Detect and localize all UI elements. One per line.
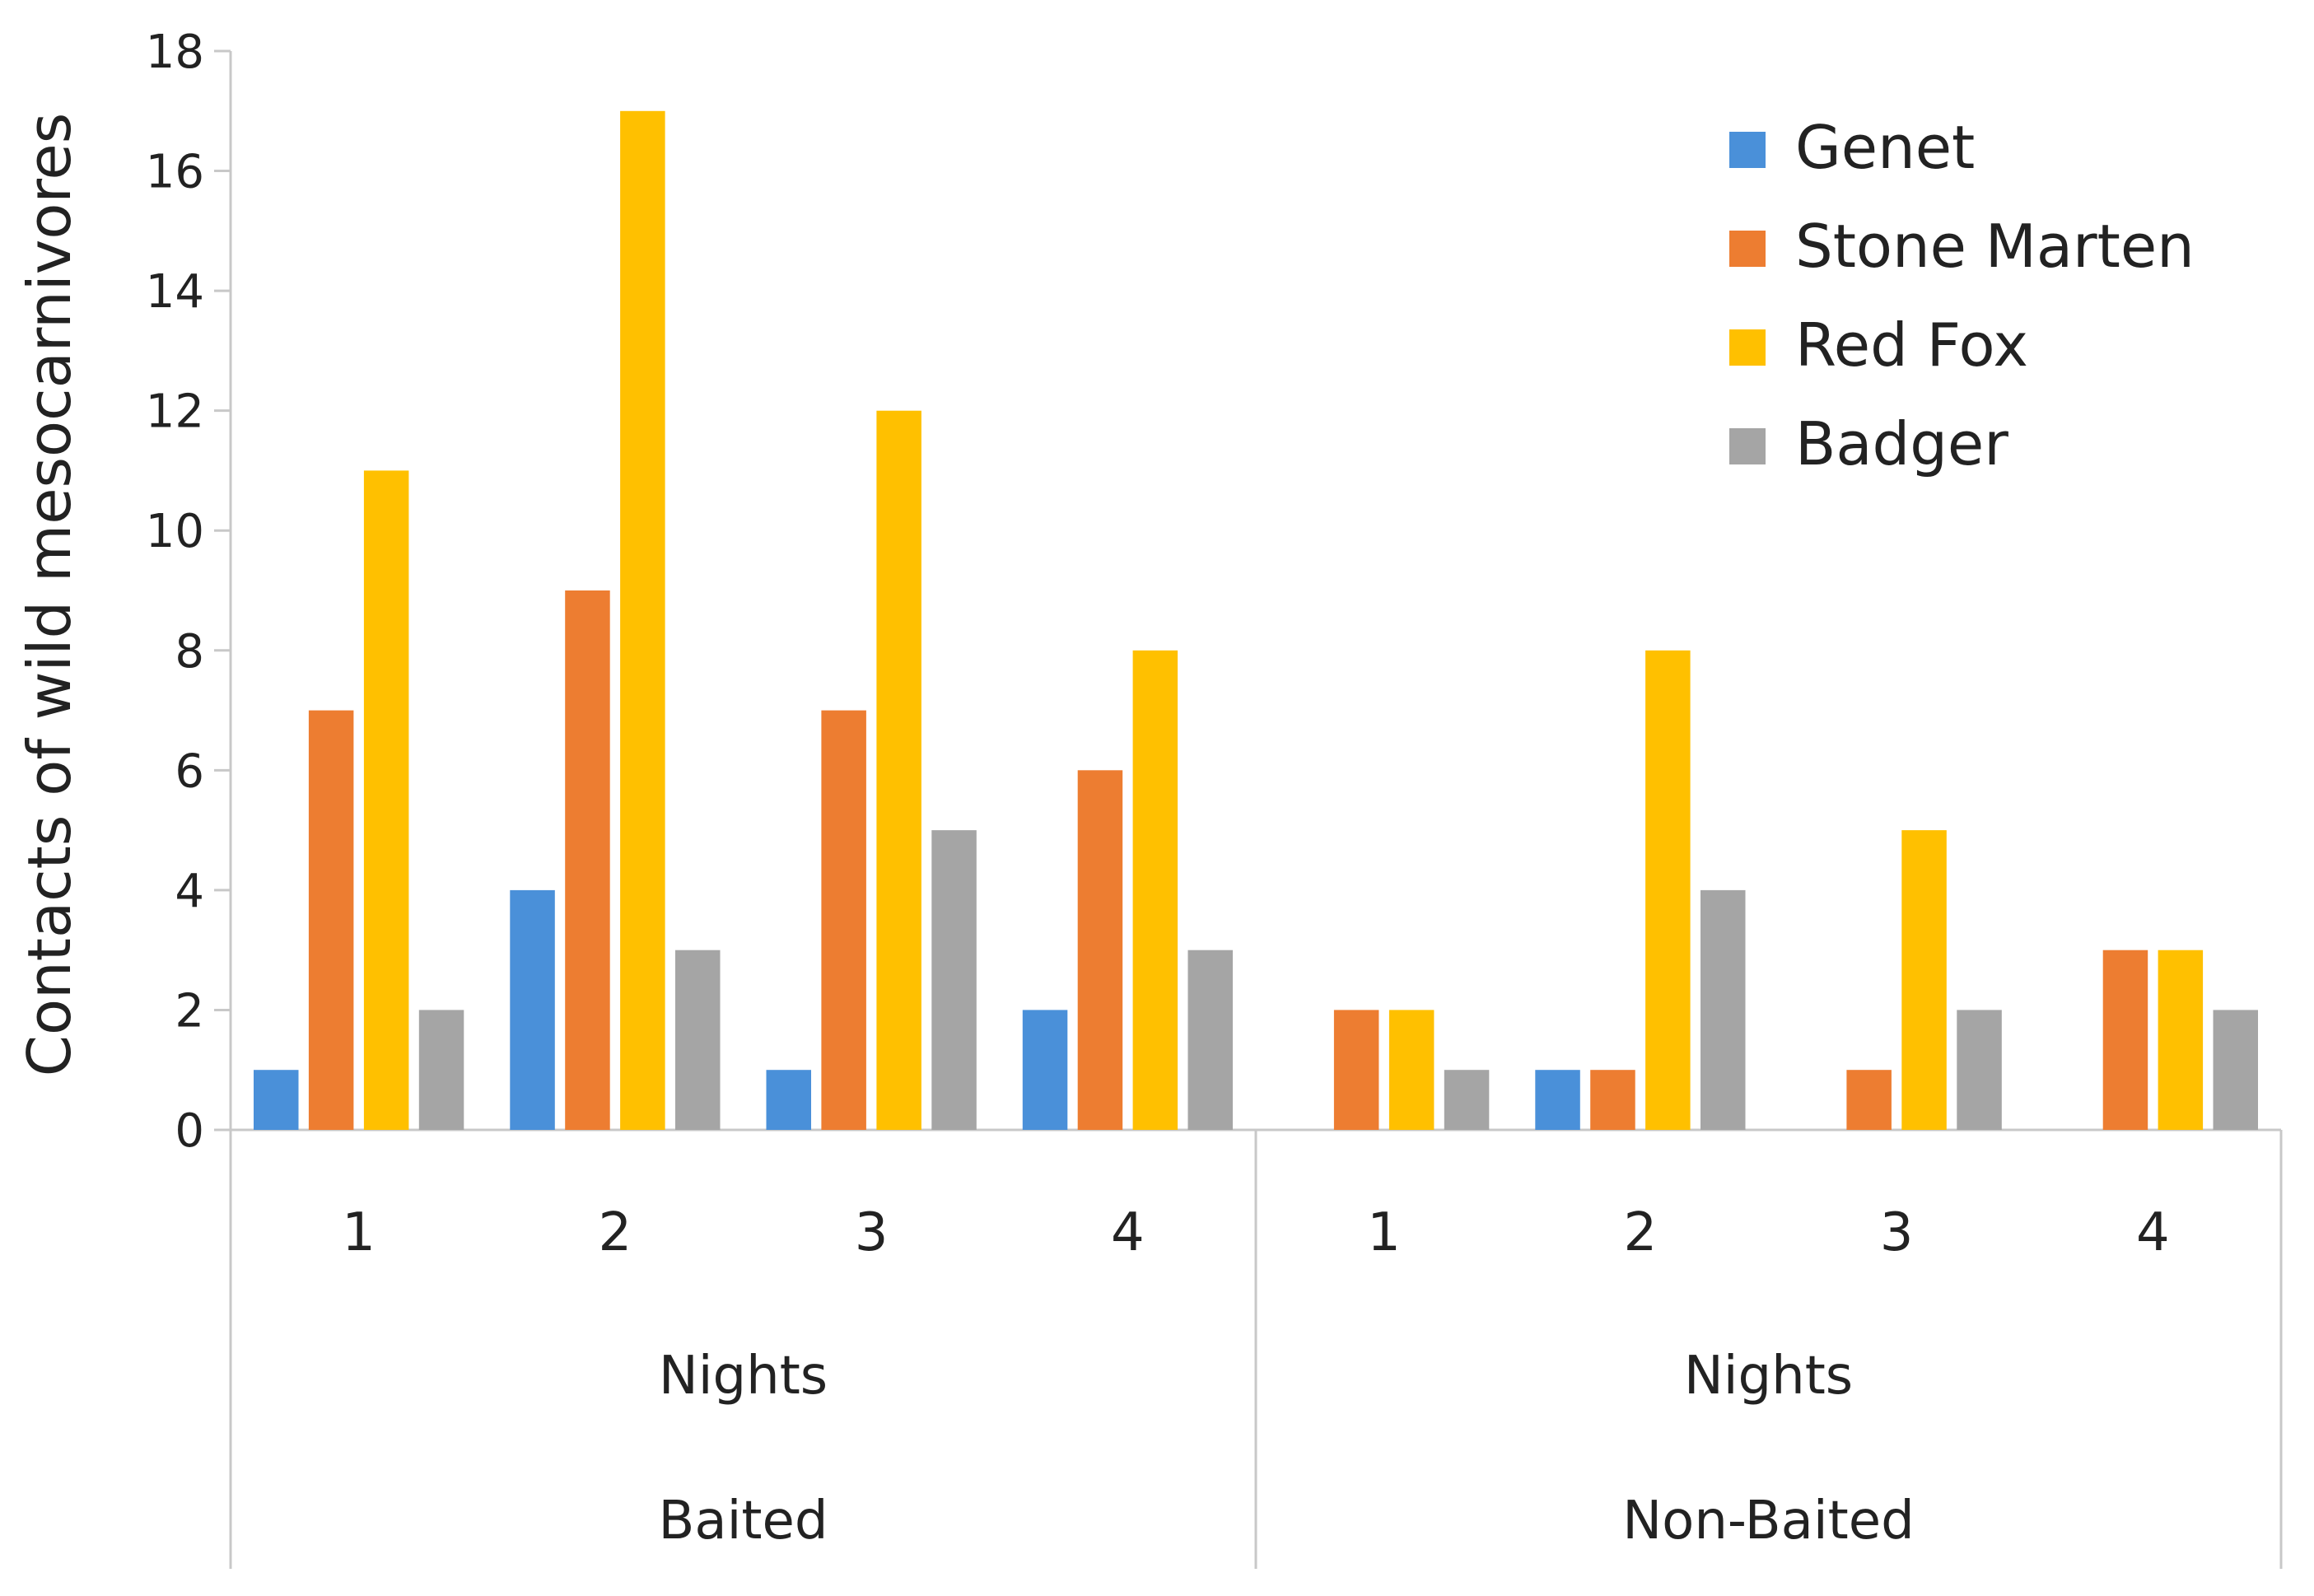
x-category-label: 1 <box>342 1202 376 1263</box>
bar-stone-marten <box>565 590 610 1130</box>
bar-red-fox <box>1901 830 1947 1130</box>
bar-badger <box>675 950 721 1130</box>
bar-stone-marten <box>1846 1070 1892 1130</box>
x-category-label: 4 <box>1111 1202 1145 1263</box>
y-tick-label: 14 <box>146 265 204 319</box>
bar-genet <box>510 889 555 1130</box>
bar-genet <box>1022 1010 1068 1130</box>
bar-stone-marten <box>1077 770 1123 1130</box>
legend-swatch <box>1729 329 1766 366</box>
x-sublabel-nights: Nights <box>659 1346 828 1407</box>
bar-stone-marten <box>2102 950 2148 1130</box>
bar-red-fox <box>876 410 921 1130</box>
y-tick-label: 16 <box>146 146 204 199</box>
bar-badger <box>1187 950 1233 1130</box>
bar-stone-marten <box>308 710 354 1130</box>
y-tick-label: 2 <box>175 984 204 1038</box>
x-category-label: 4 <box>2136 1202 2170 1263</box>
x-category-label: 2 <box>1624 1202 1658 1263</box>
x-category-label: 3 <box>1880 1202 1914 1263</box>
x-category-label: 3 <box>855 1202 889 1263</box>
bar-red-fox <box>620 110 665 1130</box>
x-group-label: Non-Baited <box>1622 1491 1914 1552</box>
y-tick-label: 10 <box>146 505 204 558</box>
bar-stone-marten <box>821 710 866 1130</box>
x-sublabel-nights: Nights <box>1684 1346 1853 1407</box>
bar-red-fox <box>1645 650 1691 1130</box>
legend-swatch <box>1729 231 1766 267</box>
bar-badger <box>418 1010 464 1130</box>
bar-red-fox <box>363 470 409 1130</box>
x-labels-layer: 1 2 3 4 Nights Baited 1 2 3 4 Nights Non-Baited <box>342 1202 2169 1552</box>
bar-badger <box>1444 1070 1490 1130</box>
legend-label: Badger <box>1795 409 2008 478</box>
bar-badger <box>931 830 977 1130</box>
bar-red-fox <box>2158 950 2204 1130</box>
bar-red-fox <box>1388 1010 1435 1130</box>
legend-swatch <box>1729 132 1766 168</box>
bar-badger <box>1957 1010 2002 1130</box>
legend-label: Genet <box>1795 113 1975 182</box>
bar-stone-marten <box>1333 1010 1379 1130</box>
bar-badger <box>1701 889 1746 1130</box>
y-tick-label: 4 <box>175 865 204 918</box>
y-tick-label: 6 <box>175 744 204 798</box>
y-tick-label: 0 <box>175 1104 204 1158</box>
bar-genet <box>1535 1070 1580 1130</box>
bar-badger <box>2213 1010 2258 1130</box>
bars-layer <box>254 110 2258 1130</box>
y-tick-label: 12 <box>146 385 204 439</box>
legend: Genet Stone Marten Red Fox Badger <box>1729 113 2195 478</box>
legend-label: Red Fox <box>1795 310 2028 380</box>
bar-genet <box>254 1070 299 1130</box>
y-tick-label: 8 <box>175 625 204 679</box>
bar-genet <box>766 1070 811 1130</box>
x-category-label: 2 <box>599 1202 632 1263</box>
x-category-label: 1 <box>1367 1202 1401 1263</box>
x-group-label: Baited <box>659 1491 828 1552</box>
legend-swatch <box>1729 428 1766 464</box>
y-tick-label: 18 <box>146 26 204 79</box>
legend-label: Stone Marten <box>1795 212 2195 281</box>
y-axis-title: Contacts of wild mesocarnivores <box>15 113 84 1076</box>
bar-red-fox <box>1132 650 1178 1130</box>
bar-stone-marten <box>1590 1070 1635 1130</box>
